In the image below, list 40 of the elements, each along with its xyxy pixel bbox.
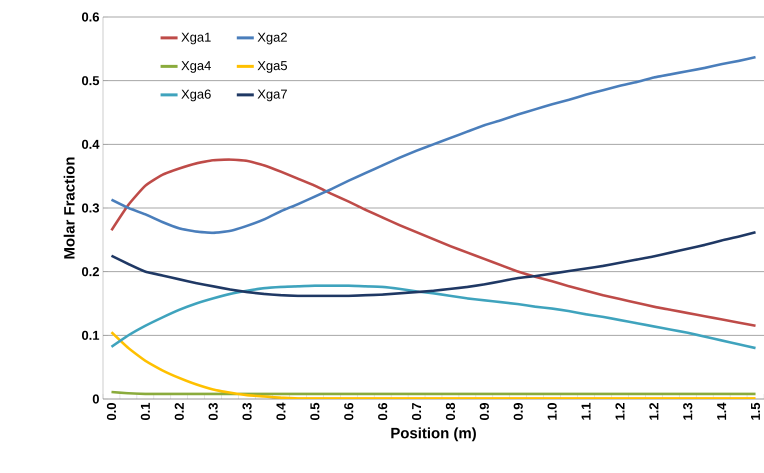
- x-tick-label: 0.8: [446, 402, 456, 420]
- x-tick-label: 0.9: [514, 403, 523, 420]
- line-series: [110, 330, 757, 399]
- x-tick-label: 1.3: [683, 402, 692, 420]
- legend-label: Xga6: [181, 90, 211, 102]
- x-tick-label: 0.7: [412, 403, 422, 420]
- x-tick-label: 0.1: [140, 402, 150, 420]
- x-tick-label: 0.6: [344, 402, 354, 420]
- y-tick-label: 0.6: [82, 12, 100, 22]
- legend-label: Xga5: [258, 61, 287, 73]
- y-tick-label: 0.2: [82, 267, 99, 276]
- x-tick-label: 1.1: [582, 402, 590, 420]
- x-tick-label: 0.0: [106, 403, 116, 420]
- x-tick-label: 0.5: [310, 402, 320, 420]
- x-tick-label: 0.6: [378, 402, 388, 420]
- x-tick-label: 0.2: [174, 403, 184, 420]
- x-tick-label: 0.3: [208, 402, 218, 420]
- line-series: [110, 284, 757, 350]
- y-tick-label: 0.5: [82, 76, 100, 86]
- y-tick-label: 0: [92, 394, 99, 404]
- y-tick-label: 0.1: [82, 330, 100, 340]
- legend-label: Xga4: [181, 61, 211, 73]
- y-tick-label: 0.4: [82, 140, 100, 149]
- x-tick-label: 1.5: [751, 402, 760, 420]
- x-tick-label: 1.0: [548, 403, 557, 420]
- line-series: [110, 158, 757, 328]
- x-tick-label: 1.2: [615, 403, 624, 420]
- x-tick-label: 1.4: [717, 402, 726, 420]
- legend-label: Xga2: [258, 32, 287, 44]
- legend-label: Xga1: [181, 32, 211, 44]
- x-tick-label: 1.2: [649, 403, 658, 420]
- x-axis-title: Position (m): [391, 427, 476, 442]
- y-axis-title: Molar Fraction: [64, 157, 75, 258]
- x-tick-label: 0.4: [276, 402, 286, 420]
- x-tick-label: 0.9: [480, 403, 489, 420]
- line-series: [110, 230, 757, 298]
- line-series: [110, 56, 757, 234]
- y-tick-label: 0.3: [82, 203, 100, 213]
- legend-label: Xga7: [258, 90, 287, 102]
- x-tick-label: 0.3: [242, 402, 252, 420]
